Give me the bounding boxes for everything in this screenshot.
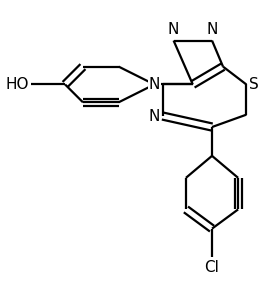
Text: N: N: [168, 22, 179, 37]
Text: HO: HO: [6, 77, 29, 92]
Text: Cl: Cl: [205, 260, 220, 275]
Text: N: N: [148, 77, 160, 92]
Text: N: N: [206, 22, 218, 37]
Text: N: N: [148, 108, 160, 124]
Text: S: S: [249, 77, 259, 92]
